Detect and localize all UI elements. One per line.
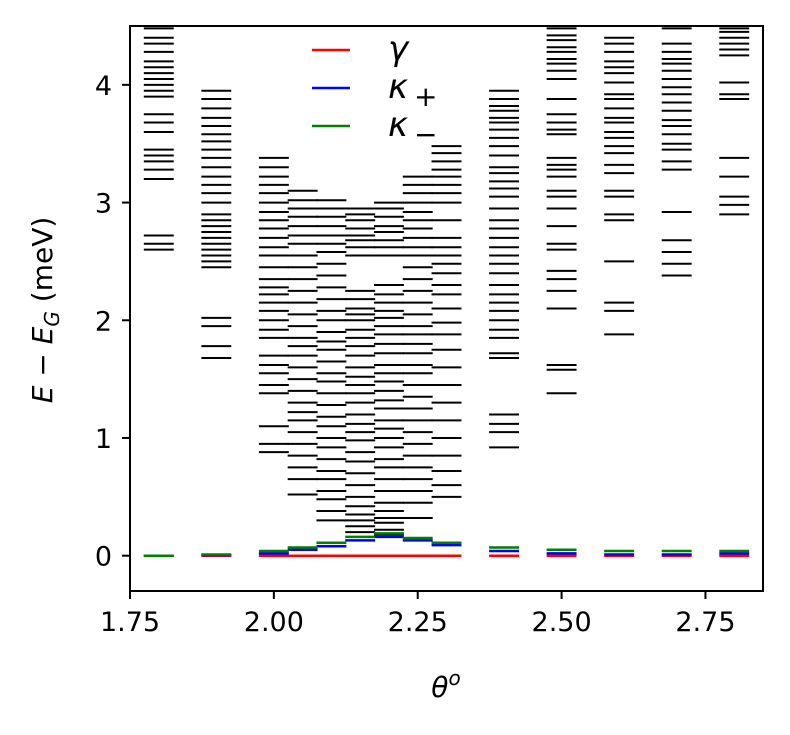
ground-state-series <box>143 532 750 557</box>
legend-label: κ + <box>388 67 438 113</box>
plot-frame <box>129 25 764 592</box>
x-axis-label: θo <box>431 666 460 704</box>
x-axis-ticks: 1.75 2.00 2.25 2.50 2.75 <box>100 591 736 638</box>
x-tick-label: 1.75 <box>100 607 160 638</box>
y-tick-label: 3 <box>95 189 112 220</box>
y-tick-label: 1 <box>95 424 112 455</box>
spectrum-levels <box>143 27 750 536</box>
y-tick-label: 0 <box>95 542 112 573</box>
x-tick-label: 2.25 <box>388 607 448 638</box>
x-tick-label: 2.00 <box>244 607 304 638</box>
y-axis-label: E − EG (meV) <box>26 217 64 404</box>
y-tick-label: 4 <box>95 71 112 102</box>
legend-label: γ <box>388 29 410 69</box>
y-tick-label: 2 <box>95 306 112 337</box>
x-tick-label: 2.50 <box>532 607 592 638</box>
legend-label: κ − <box>388 105 438 151</box>
y-axis-ticks: 0 1 2 3 4 <box>95 71 130 573</box>
x-tick-label: 2.75 <box>675 607 735 638</box>
legend: γκ +κ − <box>312 29 438 151</box>
